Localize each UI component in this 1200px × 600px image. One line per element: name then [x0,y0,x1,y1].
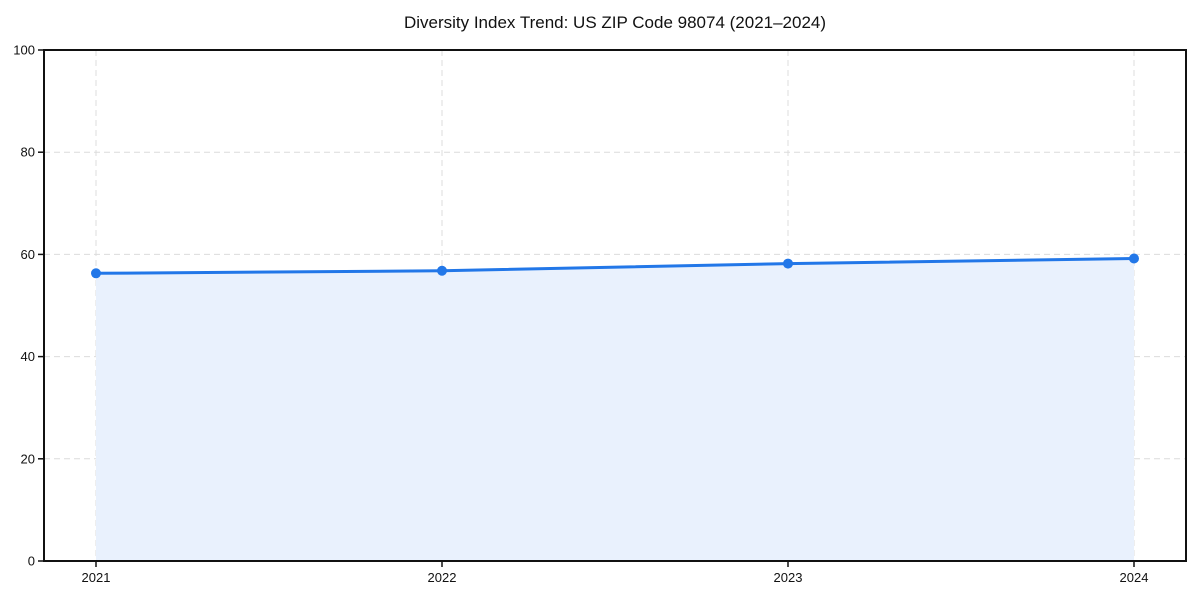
area-fill [96,258,1134,561]
y-axis-tick-label-20: 20 [21,451,35,466]
data-point-marker-2024 [1129,253,1139,264]
data-point-marker-2022 [437,265,447,276]
x-axis-tick-label-2022: 2022 [428,570,457,585]
trend-line [94,256,1136,275]
plot-frame [43,49,1187,562]
y-axis-tick-label-80: 80 [21,145,35,160]
data-point-marker-2021 [91,268,101,279]
y-axis-tick-label-40: 40 [21,349,35,364]
y-axis-tick-label-60: 60 [21,247,35,262]
x-axis-tick-label-2024: 2024 [1120,570,1149,585]
chart-title: Diversity Index Trend: US ZIP Code 98074… [403,13,827,32]
data-point-marker-2023 [783,258,793,269]
y-axis-tick-label-0: 0 [28,554,35,569]
x-axis-tick-label-2021: 2021 [82,570,111,585]
y-axis-tick-label-100: 100 [13,43,35,58]
x-axis-tick-label-2023: 2023 [774,570,803,585]
